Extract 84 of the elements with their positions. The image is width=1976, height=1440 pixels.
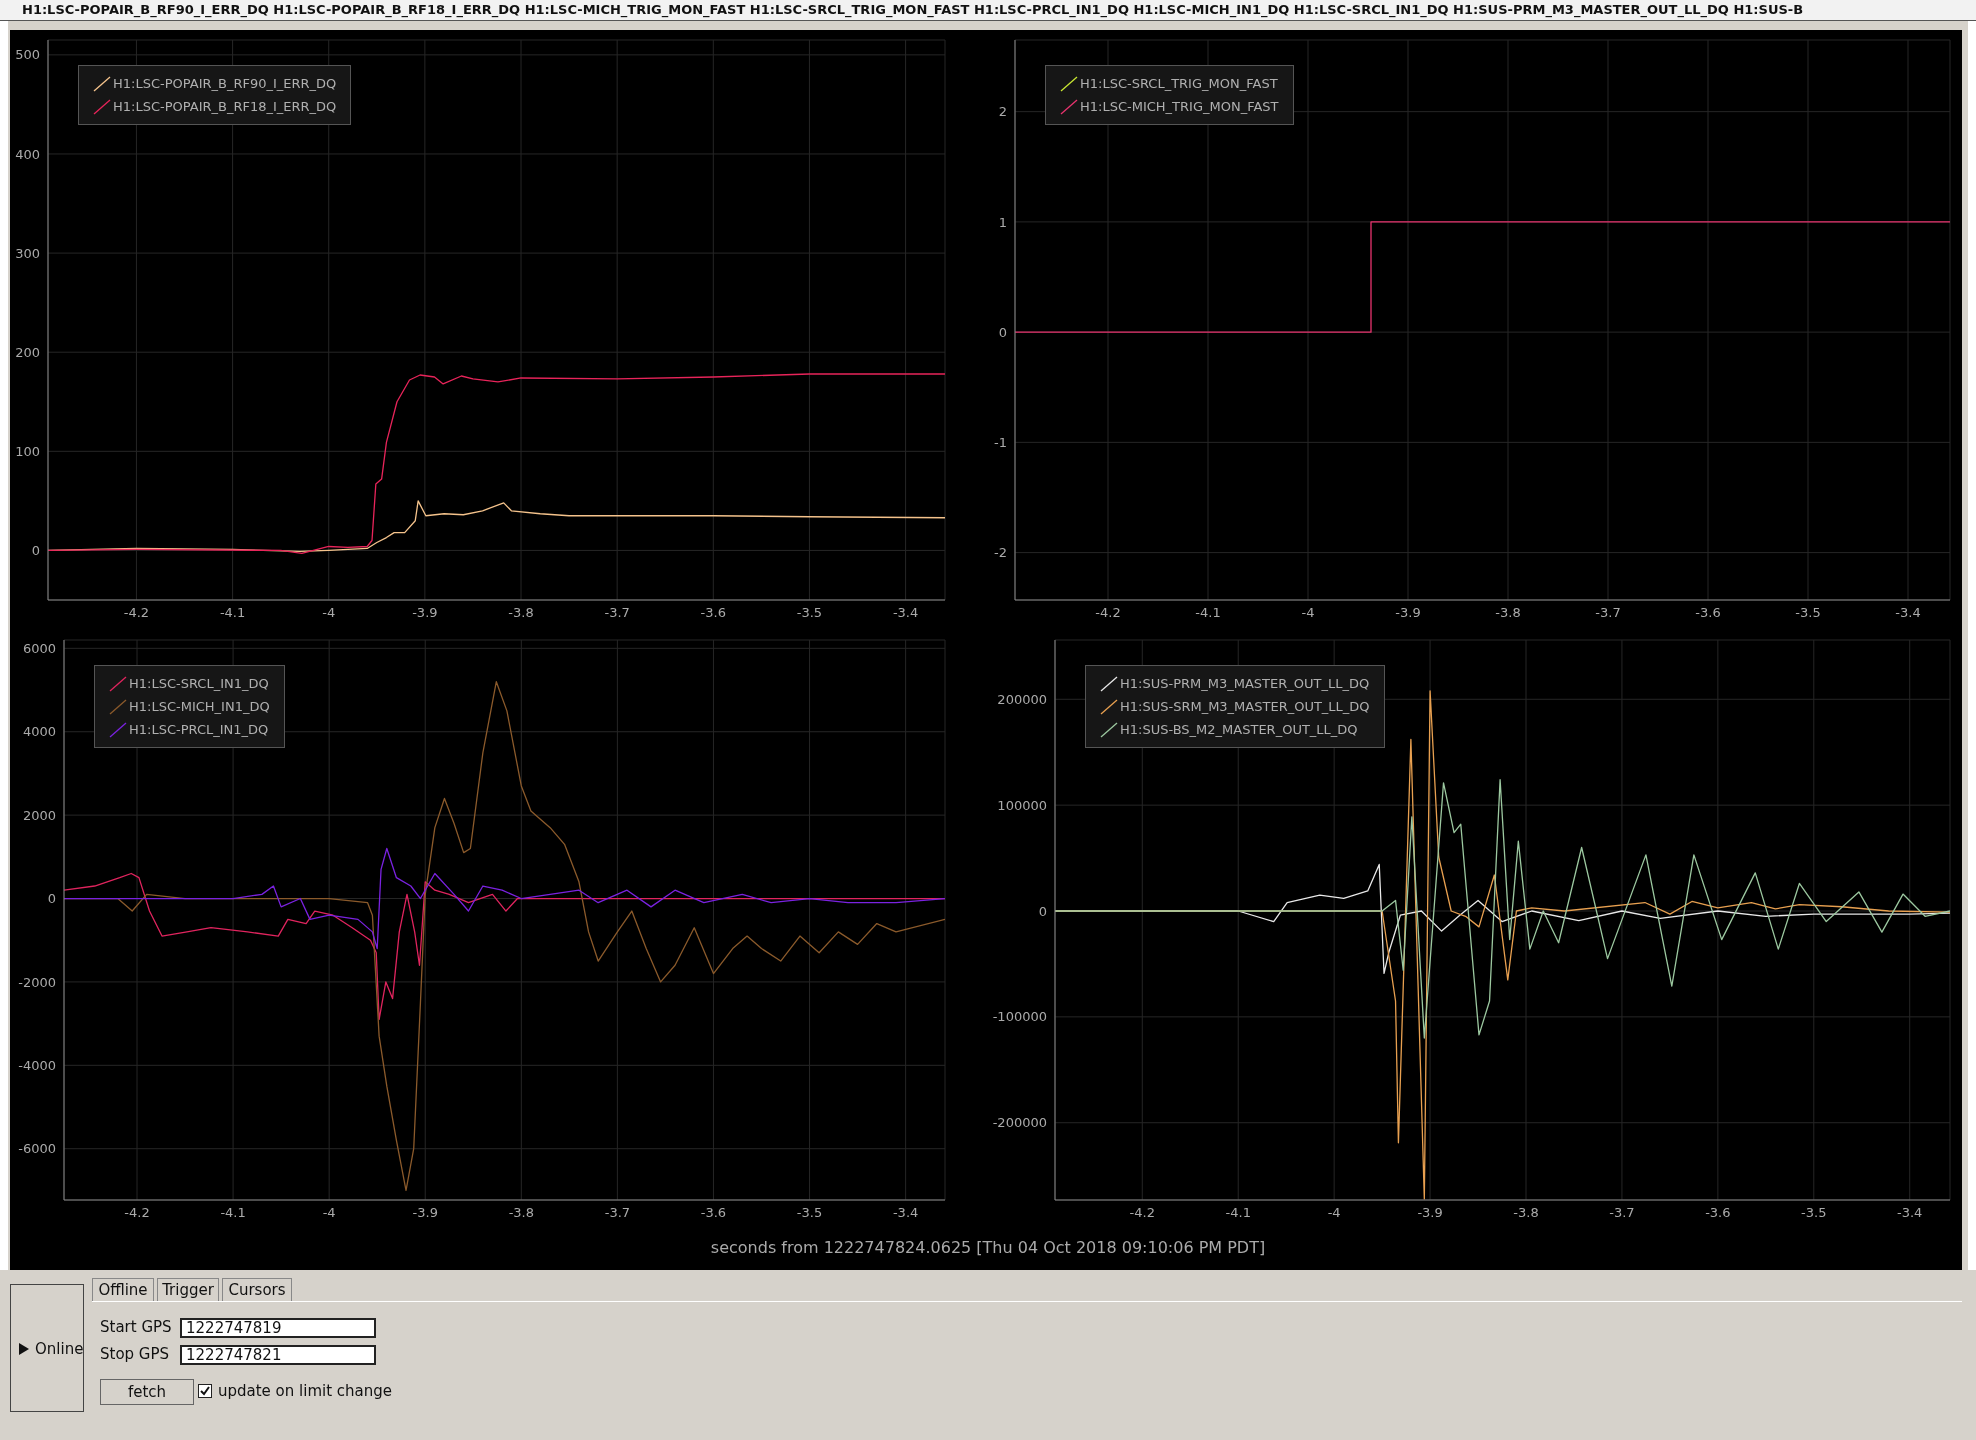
y-tick-label: 2000 — [22, 807, 56, 823]
x-tick-label: -3.5 — [796, 1205, 823, 1221]
y-tick-label: 400 — [15, 146, 40, 162]
x-tick-label: -3.9 — [1417, 1205, 1443, 1221]
text: 1222747821 — [180, 1345, 376, 1365]
y-tick-label: -200000 — [992, 1115, 1047, 1131]
y-tick-label: -4000 — [18, 1057, 56, 1073]
legend-label: H1:SUS-SRM_M3_MASTER_OUT_LL_DQ — [1120, 698, 1370, 716]
text: Trigger — [157, 1278, 219, 1301]
text: fetch — [100, 1379, 194, 1405]
x-tick-label: -3.4 — [892, 1205, 919, 1221]
y-tick-label: -2 — [994, 545, 1007, 561]
y-tick-label: 0 — [1038, 903, 1047, 919]
y-tick-label: 0 — [31, 543, 40, 559]
y-tick-label: 0 — [47, 891, 56, 907]
text: Cursors — [222, 1278, 292, 1301]
y-tick-label: -1 — [994, 434, 1007, 450]
y-tick-label: 100000 — [997, 797, 1047, 813]
x-tick-label: -3.5 — [796, 605, 823, 621]
text: Offline — [92, 1278, 154, 1301]
y-tick-label: 100 — [15, 443, 40, 459]
text: update on limit change — [218, 1382, 393, 1400]
x-tick-label: -4 — [322, 1205, 336, 1221]
x-tick-label: -4 — [322, 605, 336, 621]
x-tick-label: -3.4 — [892, 605, 919, 621]
y-tick-label: 2 — [998, 104, 1007, 120]
x-tick-label: -3.8 — [1513, 1205, 1539, 1221]
legend-label: H1:LSC-SRCL_TRIG_MON_FAST — [1080, 75, 1278, 93]
y-tick-label: -6000 — [18, 1141, 56, 1157]
x-tick-label: -3.5 — [1795, 605, 1821, 621]
y-tick-label: 500 — [15, 47, 40, 63]
x-tick-label: -4.1 — [1195, 605, 1221, 621]
text: H1:LSC-POPAIR_B_RF90_I_ERR_DQ H1:LSC-POPAIR_B_RF18_I_ERR_DQ H1:LSC-MICH_TRIG_MON_FAST H1:LSC-SRCL_TRIG_MON_FAST H1:LSC-PRCL_IN1_DQ H1:LSC-MICH_IN1_DQ H1:LSC-SRCL_IN1_DQ H1:SUS-PRM_M3_MASTER_OUT_LL_DQ H1:SUS-B — [22, 2, 1804, 17]
x-tick-label: -3.8 — [508, 1205, 534, 1221]
x-tick-label: -4 — [1301, 605, 1315, 621]
y-tick-label: 200 — [15, 344, 40, 360]
x-tick-label: -3.6 — [700, 1205, 727, 1221]
x-tick-label: -3.6 — [700, 605, 726, 621]
x-tick-label: -4.2 — [1095, 605, 1121, 621]
y-tick-label: 6000 — [22, 640, 56, 656]
x-tick-label: -3.9 — [412, 1205, 438, 1221]
y-tick-label: -100000 — [992, 1009, 1047, 1025]
x-tick-label: -3.4 — [1895, 605, 1921, 621]
x-tick-label: -4.1 — [219, 605, 246, 621]
legend-label: H1:LSC-MICH_IN1_DQ — [129, 698, 270, 716]
text: 1222747819 — [180, 1318, 376, 1338]
x-tick-label: -3.6 — [1695, 605, 1721, 621]
legend-label: H1:LSC-PRCL_IN1_DQ — [129, 721, 269, 739]
line-series — [48, 373, 945, 555]
x-tick-label: -4 — [1327, 1205, 1341, 1221]
x-tick-label: -3.6 — [1705, 1205, 1731, 1221]
x-tick-label: -3.4 — [1897, 1205, 1923, 1221]
x-tick-label: -3.8 — [1495, 605, 1521, 621]
line-series — [64, 847, 945, 950]
legend-label: H1:LSC-MICH_TRIG_MON_FAST — [1080, 98, 1279, 116]
x-tick-label: -3.7 — [1609, 1205, 1635, 1221]
x-axis-title: seconds from 1222747824.0625 [Thu 04 Oct 2018 09:10:06 PM PDT] — [709, 1238, 1267, 1257]
y-tick-label: 200000 — [997, 691, 1047, 707]
text: Online — [35, 1340, 84, 1358]
x-tick-label: -4.2 — [1129, 1205, 1155, 1221]
line-series — [1055, 779, 1950, 1039]
x-tick-label: -4.1 — [1225, 1205, 1251, 1221]
y-tick-label: -2000 — [18, 974, 56, 990]
legend-label: H1:LSC-POPAIR_B_RF18_I_ERR_DQ — [113, 98, 337, 116]
text: Stop GPS — [100, 1345, 170, 1363]
legend-label: H1:SUS-BS_M2_MASTER_OUT_LL_DQ — [1120, 721, 1358, 739]
x-tick-label: -4.1 — [220, 1205, 246, 1221]
x-tick-label: -4.2 — [124, 1205, 150, 1221]
text: Start GPS — [100, 1318, 172, 1336]
x-tick-label: -3.7 — [604, 605, 630, 621]
legend-label: H1:SUS-PRM_M3_MASTER_OUT_LL_DQ — [1120, 675, 1370, 693]
y-tick-label: 300 — [15, 245, 40, 261]
x-tick-label: -3.9 — [1395, 605, 1421, 621]
y-tick-label: 1 — [998, 214, 1007, 230]
x-tick-label: -3.8 — [508, 605, 534, 621]
legend-label: H1:LSC-POPAIR_B_RF90_I_ERR_DQ — [113, 75, 337, 93]
x-tick-label: -4.2 — [123, 605, 150, 621]
legend-label: H1:LSC-SRCL_IN1_DQ — [129, 675, 269, 693]
x-tick-label: -3.7 — [1595, 605, 1621, 621]
y-tick-label: 4000 — [22, 724, 56, 740]
x-tick-label: -3.7 — [604, 1205, 631, 1221]
x-tick-label: -3.9 — [412, 605, 438, 621]
y-tick-label: 0 — [998, 324, 1007, 340]
x-tick-label: -3.5 — [1801, 1205, 1827, 1221]
